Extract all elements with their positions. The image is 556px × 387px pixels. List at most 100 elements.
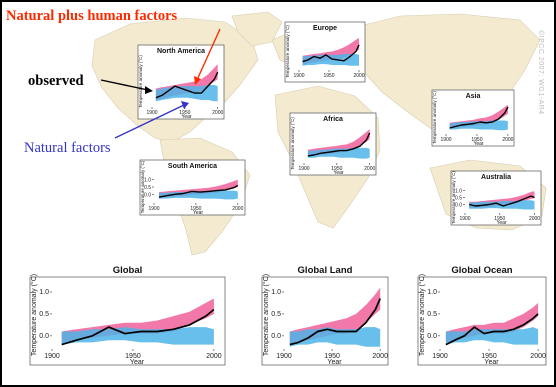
chart-panel-europe: Europe 1900 1950 2000 Temperature anomaly (°… bbox=[284, 21, 366, 83]
x-tick-label: 1950 bbox=[481, 353, 497, 360]
natural-factors-band-global-land bbox=[289, 327, 381, 347]
x-tick-label: 2000 bbox=[212, 110, 223, 116]
chart-panel-africa: Africa 1900 1950 2000 Year Temperature anomal… bbox=[289, 112, 377, 176]
annotation-natural-factors: Natural factors bbox=[24, 140, 111, 156]
x-axis-label: Year bbox=[484, 359, 499, 366]
x-axis-label: Year bbox=[327, 359, 342, 366]
chart-panel-global-land: Global Land 1900 1950 2000 Year 0.0 0.5 1.0Temp… bbox=[261, 265, 389, 366]
natural-factors-band-africa bbox=[307, 147, 370, 159]
y-tick-label: 0.0 bbox=[455, 203, 462, 209]
y-tick-label: 1.0 bbox=[271, 289, 281, 296]
greenland-landmass bbox=[231, 11, 283, 47]
x-tick-label: 2000 bbox=[364, 166, 375, 172]
chart-title: South America bbox=[168, 163, 217, 170]
human-factors-arrowhead bbox=[194, 76, 201, 85]
x-tick-label: 1950 bbox=[125, 353, 141, 360]
y-axis-label: Temperature anomaly (°C) bbox=[418, 274, 426, 356]
chart-title: Europe bbox=[313, 25, 337, 32]
y-axis-label: Temperature anomaly (°C) bbox=[290, 117, 295, 170]
natural-factors-arrow bbox=[114, 104, 185, 139]
y-tick-label: 0.5 bbox=[39, 311, 49, 318]
x-axis-label: Year bbox=[181, 114, 191, 120]
natural-factors-band-south-america bbox=[159, 190, 238, 200]
x-tick-label: 1900 bbox=[298, 166, 309, 172]
chart-panel-global-ocean: Global Ocean 1900 1950 2000 Year 0.0 0.5 1.0Tem… bbox=[417, 265, 547, 366]
y-tick-label: 0.0 bbox=[427, 333, 437, 340]
chart-title: Global bbox=[113, 265, 143, 276]
chart-title: Africa bbox=[323, 116, 343, 123]
x-tick-label: 1950 bbox=[324, 353, 340, 360]
observed-line-asia bbox=[449, 106, 509, 129]
observed-line-north-america bbox=[155, 71, 219, 99]
y-tick-label: 0.5 bbox=[427, 311, 437, 318]
y-tick-label: 0.0 bbox=[39, 333, 49, 340]
chart-title: Asia bbox=[466, 93, 481, 100]
x-tick-label: 2000 bbox=[372, 353, 388, 360]
y-axis-label: Temperature anomaly (°C) bbox=[432, 91, 437, 144]
chart-panel-global: Global 1900 1950 2000 Year 0.0 0.5 1.0Temperatu… bbox=[29, 265, 226, 366]
x-tick-label: 1900 bbox=[293, 73, 304, 79]
x-tick-label: 2000 bbox=[206, 353, 222, 360]
observed-line-south-america bbox=[158, 184, 239, 198]
y-tick-label: 0.5 bbox=[455, 196, 462, 202]
chart-panels: North America 1900 1950 2000 Year Temperature… bbox=[29, 21, 547, 366]
x-tick-label: 1900 bbox=[146, 110, 157, 116]
y-axis-label: Temperature anomaly (°C) bbox=[451, 171, 456, 224]
x-tick-label: 2000 bbox=[530, 353, 546, 360]
y-tick-label: 0.0 bbox=[144, 192, 151, 198]
x-tick-label: 2000 bbox=[232, 206, 243, 212]
x-tick-label: 2000 bbox=[529, 216, 540, 222]
x-tick-label: 1900 bbox=[148, 206, 159, 212]
x-axis-label: Year bbox=[193, 210, 203, 216]
y-axis-label: Temperature anomaly (°C) bbox=[138, 55, 143, 108]
x-tick-label: 1950 bbox=[471, 137, 482, 143]
chart-title: Global Land bbox=[298, 265, 353, 276]
y-tick-label: 0.0 bbox=[271, 333, 281, 340]
chart-panel-asia: Asia 1900 1950 2000 Year Temperature anomaly … bbox=[431, 89, 515, 147]
chart-panel-north-america: North America 1900 1950 2000 Year Temperature… bbox=[137, 44, 225, 120]
observed-line-global-land bbox=[289, 298, 381, 346]
annotation-arrows bbox=[100, 28, 221, 139]
observed-line-global-ocean bbox=[445, 313, 539, 346]
x-tick-label: 1950 bbox=[179, 110, 190, 116]
natural-factors-arrowhead bbox=[181, 101, 189, 109]
y-axis-label: Temperature anomaly (°C) bbox=[285, 25, 290, 78]
x-axis-label: Year bbox=[130, 359, 145, 366]
y-tick-label: 1.0 bbox=[455, 188, 462, 194]
chart-panel-australia: Australia 1900 1950 2000 Year 0.00.5 1.0Temper… bbox=[450, 171, 542, 226]
y-tick-label: 1.0 bbox=[427, 289, 437, 296]
x-tick-label: 2000 bbox=[353, 73, 364, 79]
y-tick-label: 1.0 bbox=[39, 289, 49, 296]
x-tick-label: 1900 bbox=[44, 353, 60, 360]
x-tick-label: 1900 bbox=[276, 353, 292, 360]
x-axis-label: Year bbox=[473, 141, 483, 147]
natural-factors-band-asia bbox=[449, 120, 508, 131]
y-axis-label: Temperature anomaly (°C) bbox=[262, 274, 270, 356]
y-tick-label: 1.0 bbox=[144, 178, 151, 184]
y-axis-label: Temperature anomaly (°C) bbox=[140, 160, 145, 213]
x-tick-label: 2000 bbox=[502, 137, 513, 143]
y-tick-label: 0.5 bbox=[271, 311, 281, 318]
x-tick-label: 1950 bbox=[331, 166, 342, 172]
y-axis-label: Temperature anomaly (°C) bbox=[30, 274, 38, 356]
x-tick-label: 1950 bbox=[190, 206, 201, 212]
x-axis-label: Year bbox=[333, 170, 343, 176]
figure-credit: ©IPCC 2007: WG1-AR4 bbox=[537, 30, 545, 115]
x-tick-label: 1950 bbox=[323, 73, 334, 79]
x-axis-label: Year bbox=[496, 220, 506, 226]
x-tick-label: 1900 bbox=[432, 353, 448, 360]
annotation-natural-plus-human-factors: Natural plus human factors bbox=[6, 8, 178, 24]
observed-line-europe bbox=[302, 44, 360, 63]
y-tick-label: 0.5 bbox=[144, 185, 151, 191]
observed-arrowhead bbox=[145, 86, 153, 94]
human-factors-arrow bbox=[196, 28, 221, 81]
observed-arrow bbox=[100, 79, 149, 91]
observed-line-australia bbox=[469, 195, 535, 207]
annotation-observed: observed bbox=[28, 73, 84, 89]
x-tick-label: 1900 bbox=[440, 137, 451, 143]
observed-line-global bbox=[61, 308, 215, 346]
chart-panel-south-america: South America 1900 1950 2000 Year 0.00.51.0Te… bbox=[139, 159, 246, 216]
chart-title: Australia bbox=[481, 174, 511, 181]
